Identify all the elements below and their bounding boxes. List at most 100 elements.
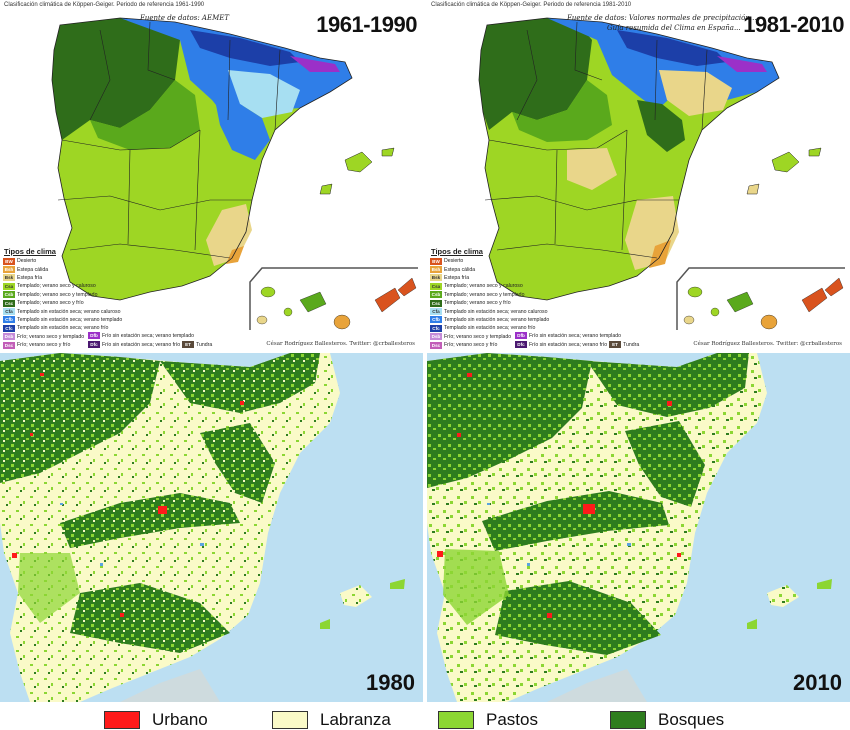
legend-swatch: Csb [3,291,15,299]
legend-label: Frío; verano seco y frío [17,342,71,349]
balearic-ibiza [320,619,330,629]
region-cfb-interior [637,100,685,152]
legend-label: Tundra [623,341,640,348]
balearic-mallorca [340,585,372,607]
climate-legend-row: Csa Templado; verano seco y caluroso [430,282,660,290]
legend-swatch: Dsc [430,341,442,349]
legend-label: Pastos [486,710,538,729]
region-csb-nw-light [512,80,612,142]
period-label: 1961-1990 [316,12,417,37]
legend-label: Templado sin estación seca; verano calur… [17,308,121,315]
land-cover-map-2010: 2010 [427,353,850,702]
legend-swatch: Csc [3,299,15,307]
year-label: 2010 [793,670,842,695]
legend-swatch: Dsb [430,333,442,341]
legend-label: Bosques [658,710,725,729]
balearic-menorca [381,147,395,157]
land-cover-graphic [0,353,405,702]
legend-label: Templado sin estación seca; verano calur… [444,308,548,315]
balearic-menorca [808,147,822,157]
legend-swatch: Dfb [515,332,527,339]
region-cfb-interior [215,100,270,160]
legend-swatch: Dsc [3,341,15,349]
region-bsk-ebro [659,70,732,116]
balearic-menorca [817,579,832,589]
region-dfb-pyrenees [290,56,340,72]
legend-swatch: Cfa [3,308,15,316]
legend-label: Templado sin estación seca; verano templ… [17,316,123,323]
period-label: 1981-2010 [743,12,844,37]
balearic-mallorca [344,151,373,173]
legend-swatch: Bsh [3,266,15,274]
region-bsh-southeast [649,240,671,268]
climate-legend-row: Bsh Estepa cálida [3,265,233,274]
legend-label: Templado; verano seco y caluroso [17,283,96,290]
canary-islands [683,277,844,330]
region-forest-south [495,581,661,655]
legend-swatch: Cfb [3,316,15,324]
climate-legend-row: Dsb Frío; verano seco y templado [430,333,660,341]
legend-label: Urbano [152,710,208,729]
region-forest-iberico [625,421,705,507]
legend-swatch [438,711,474,729]
legend-label: Templado; verano seco y templado [17,291,98,298]
region-csb-nw-light [90,80,200,150]
balearic-menorca [390,579,405,589]
water-bodies [487,503,631,566]
climate-legend-row: Dsc Frío; verano seco y frío [430,341,660,349]
land-cover-graphic [427,353,832,702]
legend-label: Frío sin estación seca; verano templado [529,332,621,339]
legend-label: Estepa fría [444,274,470,281]
legend-label: Labranza [320,710,391,729]
climate-legend-extra: Dfb Frío sin estación seca; verano templa… [515,332,621,339]
data-source-text: Fuente de datos: AEMET [140,14,230,22]
legend-swatch: Cfc [430,324,442,332]
region-forest-north [160,353,320,413]
climate-legend-row: Csb Templado; verano seco y templado [3,291,233,299]
legend-label: Templado; verano seco y frío [444,300,511,307]
climate-legend-row: Csc Templado; verano seco y frío [430,299,660,307]
region-dsb-mountains [617,30,727,66]
map-header-text: Clasificación climática de Köppen-Geiger… [4,2,205,8]
legend-label: Templado; verano seco y caluroso [444,283,523,290]
region-forest-sistema-central [482,491,669,551]
legend-swatch: ET [609,341,621,348]
region-forest-south [70,583,230,653]
legend-swatch: Csc [430,299,442,307]
climate-legend-row: Csb Templado; verano seco y templado [430,291,660,299]
region-forest-northwest [0,353,160,483]
legend-swatch: Bsk [3,274,15,282]
water-bodies [60,503,204,566]
climate-legend-row: Cfc Templado sin estación seca; verano fr… [3,324,233,332]
legend-swatch: Bsk [430,274,442,282]
canary-inset-frame [676,267,845,330]
canary-islands [256,277,417,330]
climate-legend-extra: ET Tundra [182,341,212,348]
data-source-text: Fuente de datos: Valores normales de pre… [567,14,757,22]
province-borders [484,21,708,259]
climate-legend-row: Bsk Estepa fría [430,274,660,282]
climate-legend-row: Cfb Templado sin estación seca; verano te… [3,316,233,324]
author-credit: César Rodríguez Ballesteros. Twitter: @c… [266,341,415,347]
balearic-ibiza [746,183,760,195]
legend-label: Frío sin estación seca; verano frío [529,341,608,348]
balearic-ibiza [319,183,333,195]
data-source-text: Guía resumida del Clima en España... [607,24,741,32]
climate-map-graphic [51,17,418,330]
climate-legend: BW Desierto Bsh Estepa cálida Bsk Estepa fr… [3,257,233,349]
climate-legend-row: Cfc Templado sin estación seca; verano fr… [430,324,660,332]
balearic-mallorca [771,151,800,173]
legend-swatch: BW [430,257,442,265]
legend-label: Frío sin estación seca; verano frío [102,341,181,348]
climate-map-1981-2010: Clasificación climática de Köppen-Geiger… [427,0,850,352]
climate-legend-row: Cfa Templado sin estación seca; verano ca… [3,307,233,316]
climate-legend-title: Tipos de clima [4,247,56,256]
legend-swatch: Csb [430,291,442,299]
legend-label: Templado; verano seco y templado [444,291,525,298]
legend-label: Templado sin estación seca; verano frío [17,325,109,332]
legend-swatch: Csa [3,282,15,290]
legend-swatch [610,711,646,729]
legend-label: Estepa fría [17,274,43,281]
region-bsk-central [567,148,617,190]
legend-label: Desierto [17,258,37,265]
